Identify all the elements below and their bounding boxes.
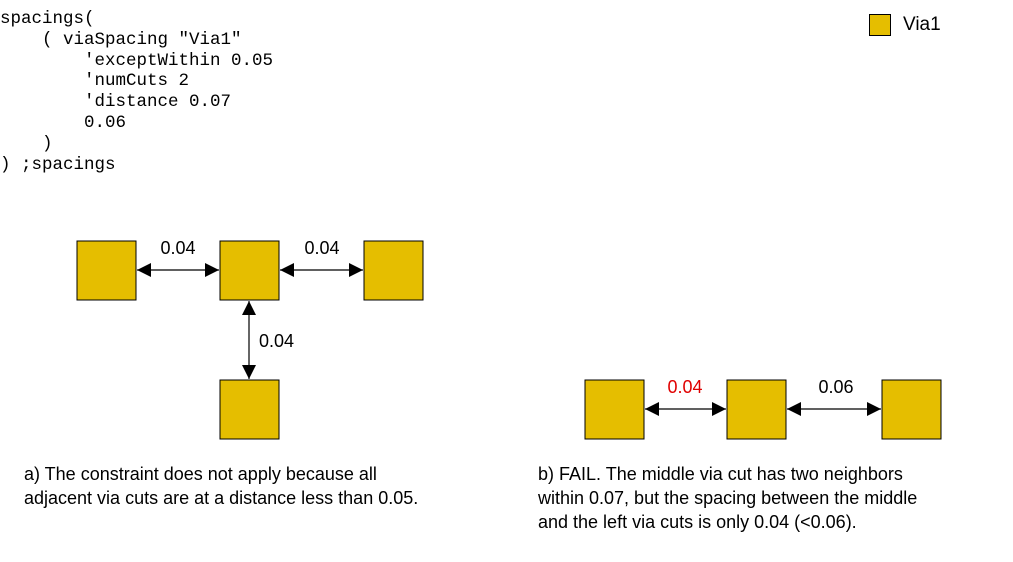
dimension-label-b-left: 0.04 bbox=[667, 377, 702, 397]
code-block: spacings( ( viaSpacing "Via1" 'exceptWit… bbox=[0, 9, 273, 175]
code-line: ) ;spacings bbox=[0, 154, 116, 175]
caption-b-line: within 0.07, but the spacing between the… bbox=[538, 488, 918, 508]
code-line: ( viaSpacing "Via1" bbox=[0, 29, 242, 50]
via-cut-b-middle bbox=[726, 379, 787, 440]
caption-a-line: a) The constraint does not apply because… bbox=[24, 464, 377, 484]
code-line: 'numCuts 2 bbox=[0, 71, 190, 92]
legend: Via1 bbox=[869, 14, 941, 36]
diagram-b: 0.04 0.06 bbox=[584, 377, 942, 440]
legend-label-via1: Via1 bbox=[903, 14, 941, 35]
code-line: 0.06 bbox=[0, 112, 127, 133]
via-cut-a-middle bbox=[219, 240, 280, 301]
caption-a-line: adjacent via cuts are at a distance less… bbox=[24, 488, 419, 508]
via-cut-b-right bbox=[881, 379, 942, 440]
dimension-label-a-left: 0.04 bbox=[160, 238, 195, 258]
via-cut-b-left bbox=[584, 379, 645, 440]
code-line: 'exceptWithin 0.05 bbox=[0, 50, 274, 71]
code-line: ) bbox=[0, 133, 53, 154]
caption-b-line: b) FAIL. The middle via cut has two neig… bbox=[538, 464, 903, 484]
diagram-a: 0.04 0.04 0.04 bbox=[76, 238, 424, 440]
code-line: 'distance 0.07 bbox=[0, 92, 232, 113]
via-cut-a-bottom bbox=[219, 379, 280, 440]
via-cut-a-left bbox=[76, 240, 137, 301]
dimension-label-a-down: 0.04 bbox=[259, 331, 294, 351]
code-line: spacings( bbox=[0, 9, 95, 29]
via-cut-a-right bbox=[363, 240, 424, 301]
legend-swatch-via1 bbox=[869, 14, 891, 36]
caption-b-line: and the left via cuts is only 0.04 (<0.0… bbox=[538, 512, 857, 532]
caption-a: a) The constraint does not apply because… bbox=[24, 462, 418, 510]
dimension-label-a-right: 0.04 bbox=[304, 238, 339, 258]
dimension-label-b-right: 0.06 bbox=[818, 377, 853, 397]
caption-b: b) FAIL. The middle via cut has two neig… bbox=[538, 462, 917, 534]
